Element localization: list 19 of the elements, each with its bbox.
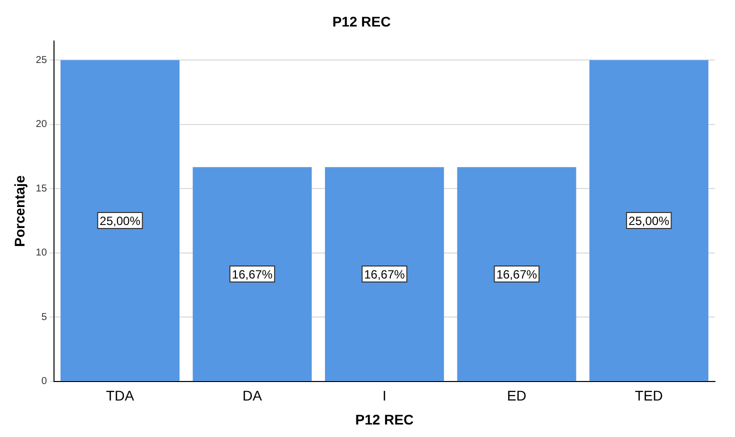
data-label: 16,67% [496,267,538,282]
x-tick-label: I [382,388,386,404]
x-axis-title: P12 REC [355,411,414,428]
chart-title: P12 REC [332,13,391,30]
y-tick-label: 5 [41,312,48,323]
x-tick-label: DA [242,388,263,404]
data-label: 25,00% [628,214,670,228]
data-label: 16,67% [232,267,273,282]
y-tick-label: 0 [41,376,48,388]
x-tick-label: TED [634,388,663,404]
data-label: 25,00% [100,214,141,228]
y-tick-label: 10 [36,248,48,259]
x-tick-label: ED [506,388,526,404]
data-label: 16,67% [364,267,406,282]
y-tick-label: 20 [36,119,48,130]
y-tick-label: 15 [36,183,48,194]
x-tick-label: TDA [106,388,135,404]
y-tick-label: 25 [36,54,48,66]
y-axis-title: Porcentaje [11,175,28,247]
